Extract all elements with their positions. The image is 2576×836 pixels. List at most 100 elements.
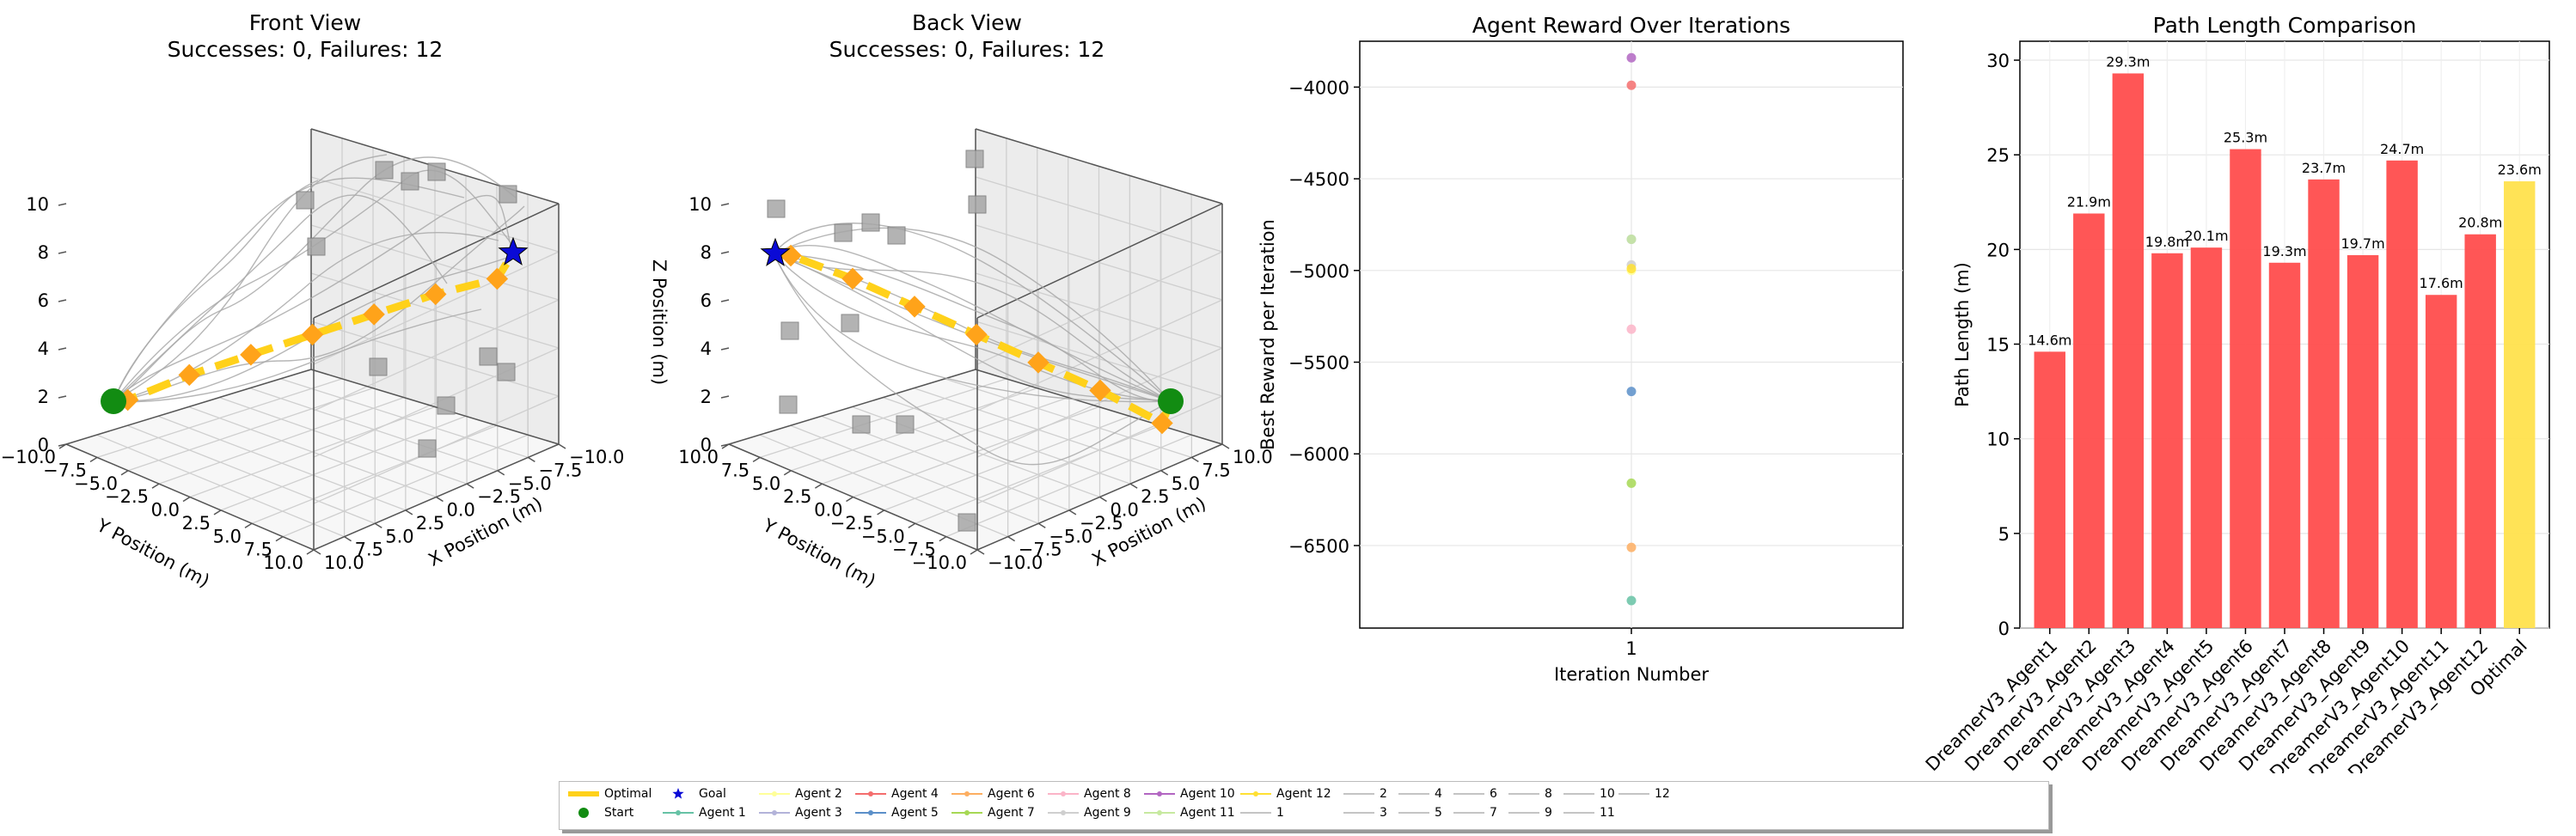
legend-label: Goal — [699, 787, 726, 801]
legend-swatch — [951, 810, 982, 815]
legend-label: 11 — [1600, 806, 1615, 820]
reward-ytick-label: −5000 — [1288, 261, 1349, 282]
legend-swatch — [578, 808, 589, 818]
reward-point — [1626, 264, 1637, 274]
reward-ytick-label: −4500 — [1288, 169, 1349, 190]
back-xtick-label: −10.0 — [988, 552, 1043, 573]
path-bar-label: 20.8m — [2458, 215, 2502, 231]
back-view-title: Back View — [912, 10, 1022, 35]
reward-point — [1626, 542, 1637, 552]
back-xtick-mark — [1068, 510, 1077, 516]
path-bar-label: 29.3m — [2106, 53, 2150, 70]
back-xtick-label: −5.0 — [1049, 526, 1092, 546]
path-bar-label: 14.6m — [2028, 332, 2071, 348]
legend-label: 2 — [1380, 787, 1387, 801]
front-xtick-label: −2.5 — [477, 486, 521, 507]
back-xtick-mark — [1037, 522, 1046, 528]
front-box-edge — [313, 203, 560, 319]
back-ytick-mark — [970, 549, 978, 555]
reward-ylabel: Best Reward per Iteration — [1257, 219, 1278, 450]
back-grid-floor — [945, 434, 1192, 538]
front-ztick-mark — [58, 299, 67, 302]
back-ztick-label: 8 — [701, 242, 712, 263]
legend-swatch — [1343, 812, 1374, 814]
path-bar — [2308, 179, 2340, 629]
legend-item: 8 — [1508, 787, 1552, 801]
path-bar — [2034, 351, 2065, 628]
front-obstacle-cube — [369, 357, 388, 376]
front-agent-trail — [113, 308, 482, 403]
legend-label: 7 — [1490, 806, 1497, 820]
front-xtick-label: 0.0 — [447, 500, 475, 521]
path-bar-label: 25.3m — [2224, 130, 2267, 146]
front-xtick-label: −7.5 — [538, 460, 582, 480]
front-obstacle-cube — [427, 162, 446, 181]
back-xtick-label: −7.5 — [1019, 540, 1062, 560]
front-xtick-label: 2.5 — [416, 513, 444, 534]
back-xtick-mark — [1221, 443, 1230, 449]
front-ytick-mark — [182, 496, 191, 503]
legend-swatch — [672, 788, 684, 799]
path-bar — [2504, 181, 2536, 629]
back-obstacle-cube — [861, 213, 880, 232]
legend-swatch — [1144, 791, 1175, 796]
front-ytick-label: −10.0 — [1, 447, 56, 467]
legend-item: 2 — [1343, 787, 1387, 801]
legend-label: 9 — [1545, 806, 1552, 820]
front-ytick-label: 7.5 — [244, 540, 272, 560]
legend-label: Agent 8 — [1084, 787, 1131, 801]
reward-point — [1626, 52, 1637, 63]
legend-swatch — [1508, 812, 1539, 814]
front-optimal-waypoint — [240, 344, 262, 366]
reward-title: Agent Reward Over Iterations — [1472, 13, 1790, 38]
back-grid-back — [976, 251, 1223, 365]
path-ytick-label: 25 — [1986, 145, 2010, 166]
back-grid-side — [975, 224, 1223, 301]
legend-swatch — [1048, 810, 1079, 815]
path-bar — [2230, 149, 2261, 629]
front-agent-trail — [113, 194, 513, 402]
legend-item: 9 — [1508, 806, 1552, 820]
back-goal-marker — [760, 237, 791, 266]
legend-label: 5 — [1435, 806, 1442, 820]
back-box-edge — [976, 203, 1223, 319]
legend-swatch — [663, 810, 694, 815]
path-ytick-label: 5 — [1998, 524, 2010, 545]
legend-label: Agent 9 — [1084, 806, 1131, 820]
legend-item: Agent 5 — [855, 806, 939, 820]
front-ztick-mark — [58, 347, 67, 351]
back-agent-trail — [773, 253, 1172, 403]
back-grid-side — [975, 320, 1223, 397]
reward-point — [1626, 478, 1637, 488]
legend-swatch — [1398, 793, 1429, 795]
legend-swatch-mark — [772, 791, 777, 796]
front-obstacle-cube — [497, 363, 516, 381]
front-grid-side — [310, 320, 560, 397]
legend-swatch — [1508, 793, 1539, 795]
reward-point — [1626, 80, 1637, 90]
back-xtick-mark — [976, 549, 985, 555]
front-agent-trail — [113, 231, 499, 402]
front-ztick-label: 8 — [38, 242, 49, 263]
legend-label: 6 — [1490, 787, 1497, 801]
legend-item: Agent 3 — [759, 806, 842, 820]
back-obstacle-cube — [958, 513, 976, 532]
back-ztick-mark — [720, 395, 730, 399]
back-ytick-mark — [783, 470, 792, 476]
front-xtick-label: −5.0 — [508, 473, 552, 494]
back-ytick-label: 2.5 — [783, 486, 811, 507]
back-ytick-mark — [752, 456, 761, 463]
back-ytick-label: 7.5 — [721, 460, 750, 480]
front-grid-floor — [251, 424, 498, 524]
front-view-title-block: Front View Successes: 0, Failures: 12 — [133, 9, 477, 63]
legend-item: Agent 4 — [855, 787, 939, 801]
back-ytick-mark — [908, 522, 916, 528]
front-xtick-mark — [374, 522, 382, 528]
back-xtick-mark — [1160, 470, 1169, 476]
path-bar — [2151, 253, 2183, 628]
legend-item: 11 — [1563, 806, 1615, 820]
front-box-edge — [65, 369, 312, 445]
legend-item: 10 — [1563, 787, 1615, 801]
back-grid-floor — [915, 424, 1161, 524]
front-grid-floor — [218, 397, 468, 485]
